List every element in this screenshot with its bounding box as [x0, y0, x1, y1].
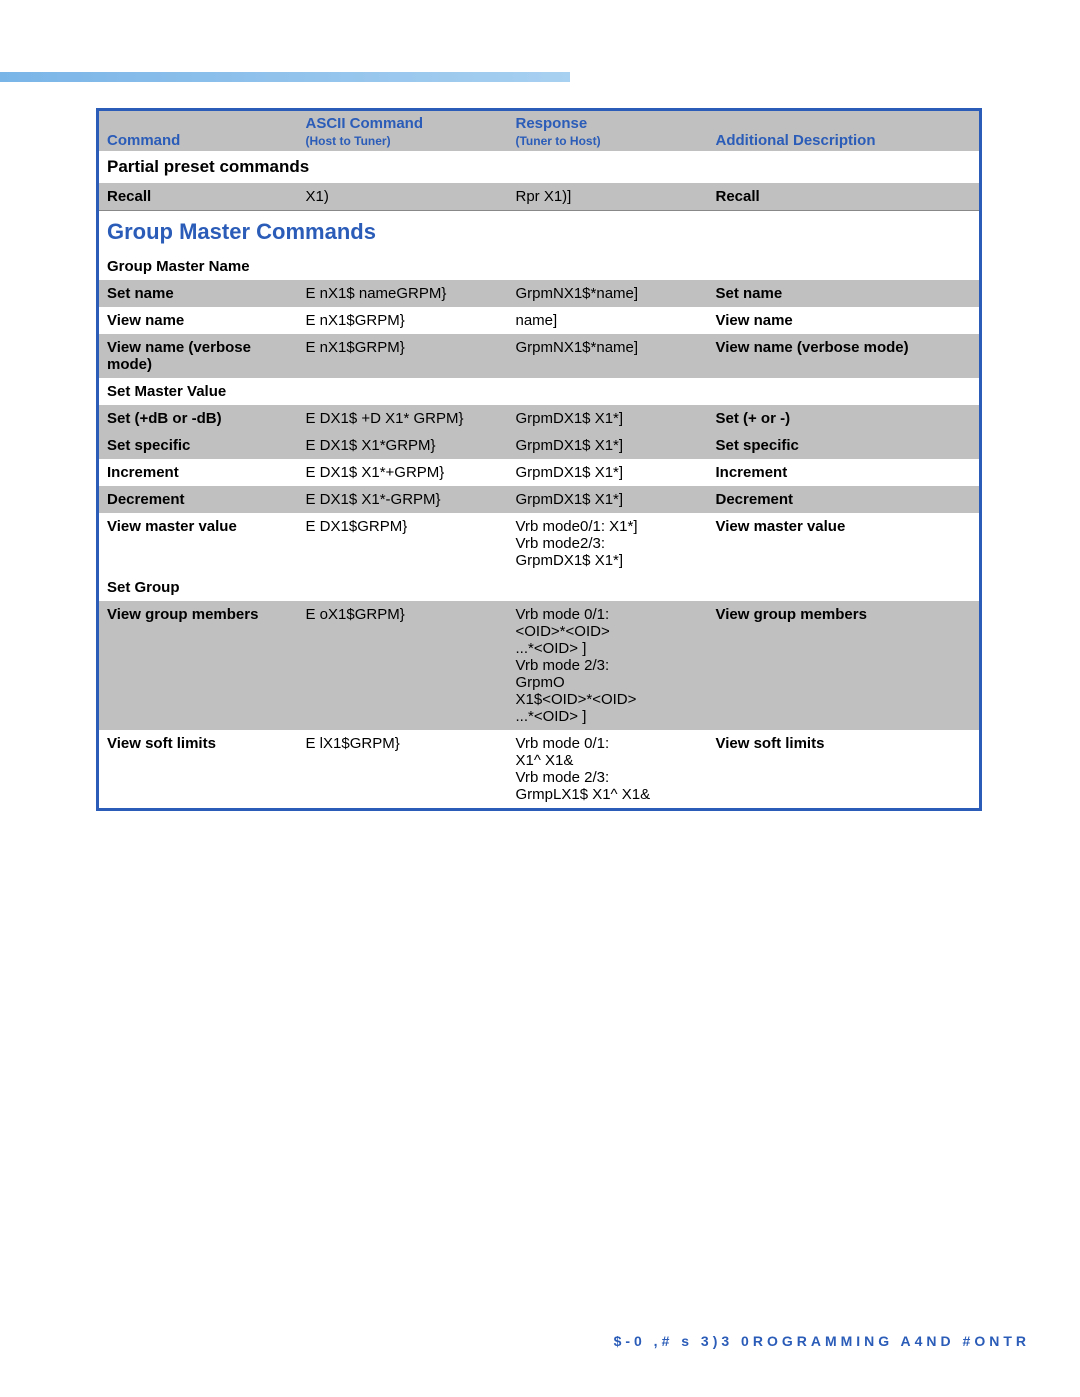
cell: GrpmDX1$ X1*] [508, 459, 708, 486]
subsection-set-master-value: Set Master Value [98, 378, 981, 405]
cell: E DX1$ +D X1* GRPM} [298, 405, 508, 432]
row-set-db: Set (+dB or -dB) E DX1$ +D X1* GRPM} Grp… [98, 405, 981, 432]
cell: GrpmNX1$*name] [508, 280, 708, 307]
cell: Decrement [98, 486, 298, 513]
cell: View soft limits [708, 730, 981, 810]
row-set-name: Set name E nX1$ nameGRPM} GrpmNX1$*name]… [98, 280, 981, 307]
subsection-sg-label: Set Group [98, 574, 981, 601]
subsection-gmn-label: Group Master Name [98, 253, 981, 280]
cell: E oX1$GRPM} [298, 601, 508, 730]
section-partial-preset-label: Partial preset commands [98, 151, 981, 183]
header-response-sub: (Tuner to Host) [516, 134, 601, 148]
row-view-group-members: View group members E oX1$GRPM} Vrb mode … [98, 601, 981, 730]
section-group-master-label: Group Master Commands [98, 211, 981, 254]
cell: Decrement [708, 486, 981, 513]
row-view-name: View name E nX1$GRPM} name] View name [98, 307, 981, 334]
cell: View group members [708, 601, 981, 730]
cell-recall-ascii: X1) [298, 183, 508, 211]
cell: View name [708, 307, 981, 334]
cell: View name (verbose mode) [98, 334, 298, 378]
row-increment: Increment E DX1$ X1*+GRPM} GrpmDX1$ X1*]… [98, 459, 981, 486]
cell: View master value [708, 513, 981, 574]
cell: Increment [708, 459, 981, 486]
row-decrement: Decrement E DX1$ X1*-GRPM} GrpmDX1$ X1*]… [98, 486, 981, 513]
page-footer: $-0 ,# s 3)3 0ROGRAMMING A4ND #ONTR [0, 1333, 1080, 1349]
cell: View name [98, 307, 298, 334]
cell: E DX1$ X1*GRPM} [298, 432, 508, 459]
cell: View soft limits [98, 730, 298, 810]
top-gradient-bar [0, 72, 570, 82]
row-view-name-verbose: View name (verbose mode) E nX1$GRPM} Grp… [98, 334, 981, 378]
header-description-label: Additional Description [716, 132, 876, 149]
cell: View master value [98, 513, 298, 574]
cell: Vrb mode0/1: X1*] Vrb mode2/3: GrpmDX1$ … [508, 513, 708, 574]
cell: GrpmDX1$ X1*] [508, 405, 708, 432]
cell: E DX1$GRPM} [298, 513, 508, 574]
header-description: Additional Description [708, 110, 981, 152]
cell: name] [508, 307, 708, 334]
cell: E nX1$ nameGRPM} [298, 280, 508, 307]
cell: E DX1$ X1*-GRPM} [298, 486, 508, 513]
cell: Vrb mode 0/1: X1^ X1& Vrb mode 2/3: Grmp… [508, 730, 708, 810]
cell: GrpmNX1$*name] [508, 334, 708, 378]
table-header-row: Command ASCII Command (Host to Tuner) Re… [98, 110, 981, 152]
cell-recall-cmd: Recall [98, 183, 298, 211]
header-command-label: Command [107, 132, 180, 149]
cell: View name (verbose mode) [708, 334, 981, 378]
cell: GrpmDX1$ X1*] [508, 432, 708, 459]
row-view-soft-limits: View soft limits E lX1$GRPM} Vrb mode 0/… [98, 730, 981, 810]
cell: E nX1$GRPM} [298, 307, 508, 334]
subsection-set-group: Set Group [98, 574, 981, 601]
cell: Set (+ or -) [708, 405, 981, 432]
cell: E nX1$GRPM} [298, 334, 508, 378]
cell: Set specific [98, 432, 298, 459]
command-table-container: Command ASCII Command (Host to Tuner) Re… [96, 108, 982, 811]
cell: Set name [98, 280, 298, 307]
cell: GrpmDX1$ X1*] [508, 486, 708, 513]
cell: E lX1$GRPM} [298, 730, 508, 810]
header-ascii: ASCII Command (Host to Tuner) [298, 110, 508, 152]
cell: Set specific [708, 432, 981, 459]
cell: Set (+dB or -dB) [98, 405, 298, 432]
row-set-specific: Set specific E DX1$ X1*GRPM} GrpmDX1$ X1… [98, 432, 981, 459]
cell: E DX1$ X1*+GRPM} [298, 459, 508, 486]
cell-recall-resp: Rpr X1)] [508, 183, 708, 211]
command-table: Command ASCII Command (Host to Tuner) Re… [96, 108, 982, 811]
row-view-master-value: View master value E DX1$GRPM} Vrb mode0/… [98, 513, 981, 574]
section-group-master: Group Master Commands [98, 211, 981, 254]
subsection-group-master-name: Group Master Name [98, 253, 981, 280]
cell: Set name [708, 280, 981, 307]
section-partial-preset: Partial preset commands [98, 151, 981, 183]
header-response-label: Response [516, 115, 588, 132]
cell: Increment [98, 459, 298, 486]
row-recall: Recall X1) Rpr X1)] Recall [98, 183, 981, 211]
cell: Vrb mode 0/1: <OID>*<OID> ...*<OID> ] Vr… [508, 601, 708, 730]
cell-recall-desc: Recall [708, 183, 981, 211]
cell: View group members [98, 601, 298, 730]
header-response: Response (Tuner to Host) [508, 110, 708, 152]
header-ascii-sub: (Host to Tuner) [306, 134, 391, 148]
subsection-smv-label: Set Master Value [98, 378, 981, 405]
header-ascii-label: ASCII Command [306, 115, 424, 132]
header-command: Command [98, 110, 298, 152]
